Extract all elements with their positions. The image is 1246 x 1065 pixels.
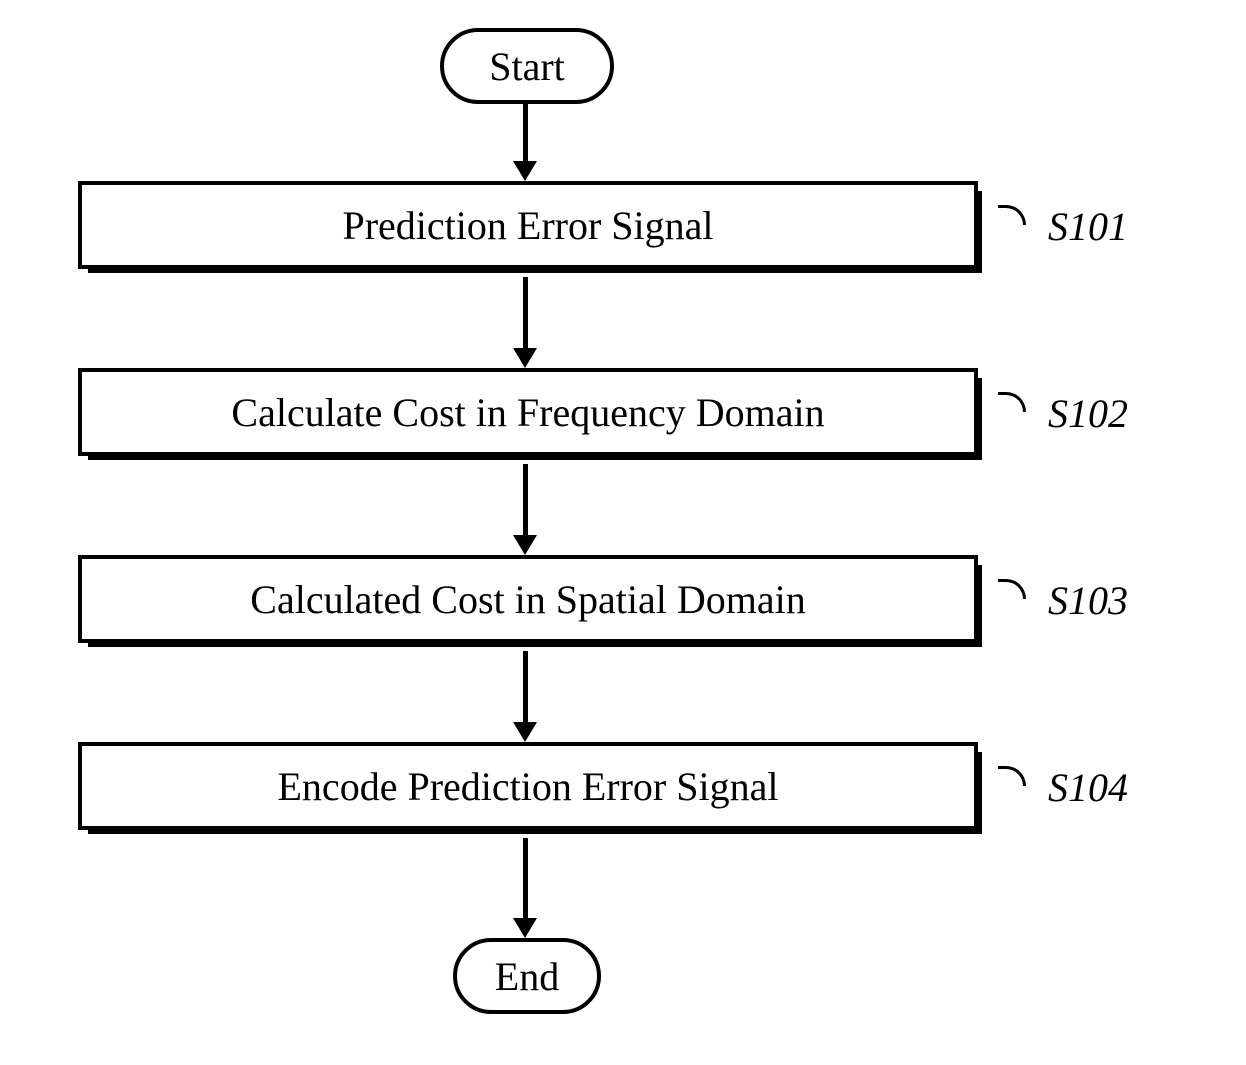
label-s104: S104	[1048, 764, 1128, 811]
process-s104-text: Encode Prediction Error Signal	[278, 763, 779, 810]
arrow-start-s101-line	[523, 104, 528, 164]
arrow-s101-s102-line	[523, 277, 528, 351]
arrow-start-s101-head	[513, 161, 537, 181]
terminator-end: End	[453, 938, 601, 1014]
label-s101: S101	[1048, 203, 1128, 250]
terminator-start-text: Start	[489, 43, 565, 90]
arrow-s102-s103-head	[513, 535, 537, 555]
label-s103: S103	[1048, 577, 1128, 624]
arrow-s104-end-head	[513, 918, 537, 938]
connector-s104	[998, 766, 1026, 786]
process-s102-text: Calculate Cost in Frequency Domain	[231, 389, 824, 436]
connector-s103	[998, 579, 1026, 599]
arrow-s101-s102-head	[513, 348, 537, 368]
terminator-start: Start	[440, 28, 614, 104]
process-s101: Prediction Error Signal	[78, 181, 978, 269]
process-s102: Calculate Cost in Frequency Domain	[78, 368, 978, 456]
arrow-s103-s104-head	[513, 722, 537, 742]
flowchart-canvas: Start Prediction Error Signal Calculate …	[0, 0, 1246, 1065]
arrow-s104-end-line	[523, 838, 528, 921]
arrow-s103-s104-line	[523, 651, 528, 725]
process-s103: Calculated Cost in Spatial Domain	[78, 555, 978, 643]
arrow-s102-s103-line	[523, 464, 528, 538]
label-s102: S102	[1048, 390, 1128, 437]
terminator-end-text: End	[495, 953, 559, 1000]
connector-s101	[998, 205, 1026, 225]
process-s104: Encode Prediction Error Signal	[78, 742, 978, 830]
process-s101-text: Prediction Error Signal	[342, 202, 713, 249]
process-s103-text: Calculated Cost in Spatial Domain	[250, 576, 805, 623]
connector-s102	[998, 392, 1026, 412]
